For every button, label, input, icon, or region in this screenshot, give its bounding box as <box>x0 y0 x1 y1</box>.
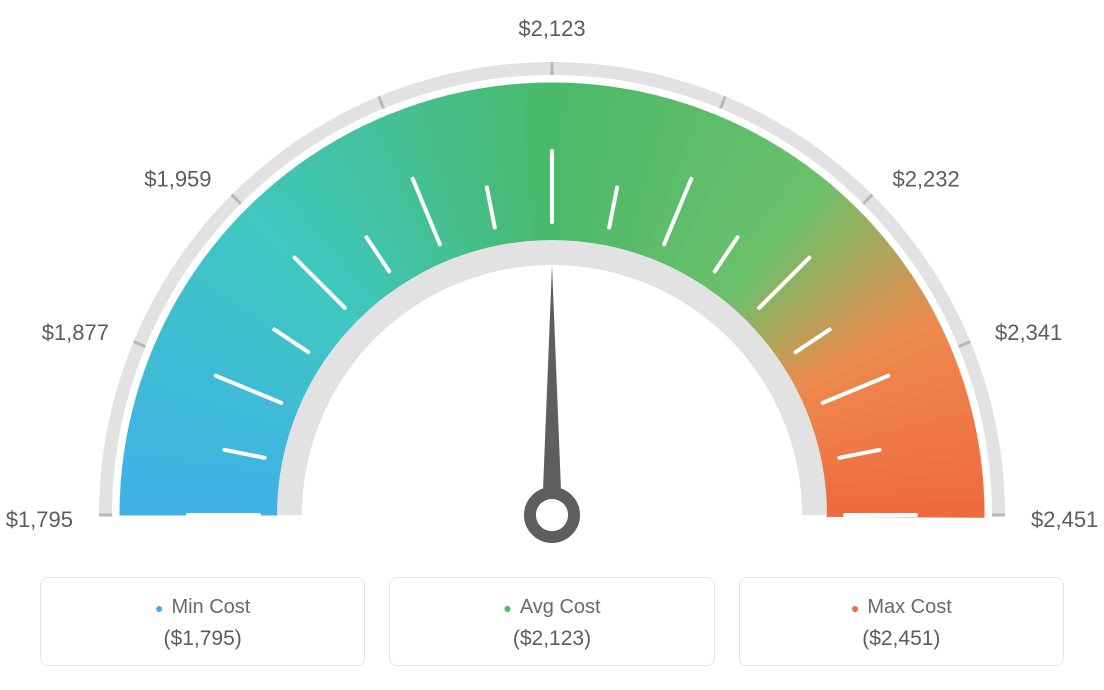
max-cost-label: ●Max Cost <box>740 596 1063 619</box>
max-cost-card: ●Max Cost ($2,451) <box>739 577 1064 666</box>
min-cost-card: ●Min Cost ($1,795) <box>40 577 365 666</box>
svg-text:$1,959: $1,959 <box>144 166 211 191</box>
svg-text:$1,795: $1,795 <box>6 507 73 532</box>
avg-cost-card: ●Avg Cost ($2,123) <box>389 577 714 666</box>
chart-container: $1,795 $1,877 $1,959 $2,123 $2,232 $2,341 $2,4… <box>0 0 1104 690</box>
svg-text:$1,877: $1,877 <box>42 320 109 345</box>
gauge-chart: $1,795 $1,877 $1,959 $2,123 $2,232 $2,341 $2,4… <box>0 0 1104 560</box>
gauge-svg: $1,795 $1,877 $1,959 $2,123 $2,232 $2,341 $2,4… <box>0 0 1104 560</box>
svg-text:$2,123: $2,123 <box>518 16 585 41</box>
svg-text:$2,232: $2,232 <box>892 166 959 191</box>
avg-cost-label: ●Avg Cost <box>390 596 713 619</box>
svg-text:$2,341: $2,341 <box>995 320 1062 345</box>
svg-text:$2,451: $2,451 <box>1031 507 1098 532</box>
max-cost-value: ($2,451) <box>740 627 1063 651</box>
min-cost-label: ●Min Cost <box>41 596 364 619</box>
avg-cost-value: ($2,123) <box>390 627 713 651</box>
min-cost-value: ($1,795) <box>41 627 364 651</box>
legend-row: ●Min Cost ($1,795) ●Avg Cost ($2,123) ●M… <box>40 577 1064 666</box>
